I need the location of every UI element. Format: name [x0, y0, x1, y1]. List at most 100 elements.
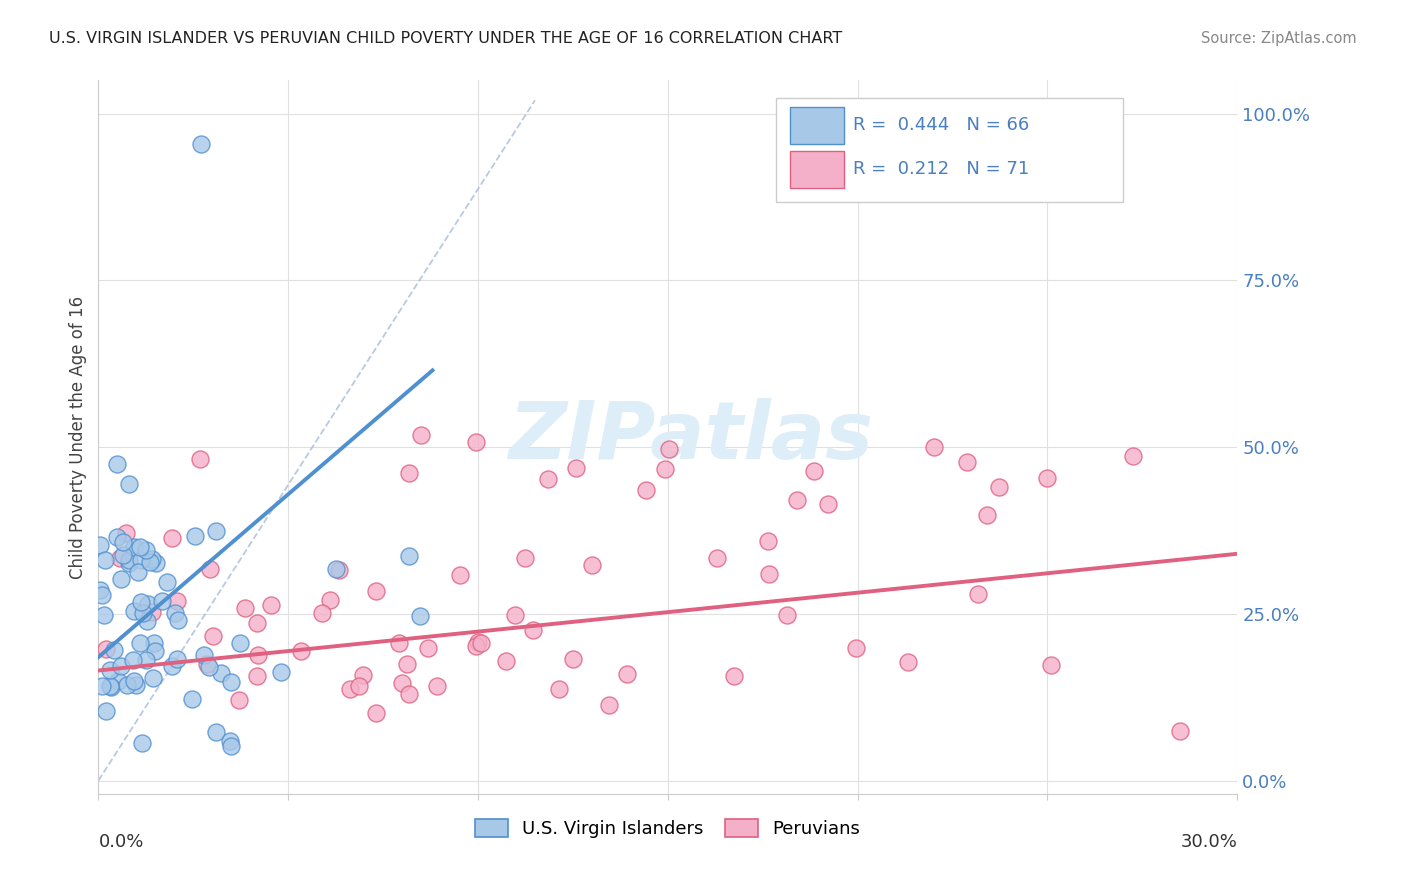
- Point: [139, 555, 162, 569]
- Point: [193, 648, 215, 662]
- Point: [114, 525, 136, 540]
- Point: [756, 533, 779, 548]
- Point: [503, 608, 526, 623]
- Point: [416, 641, 439, 656]
- Point: [311, 607, 333, 621]
- Point: [658, 442, 681, 456]
- Point: [654, 462, 676, 476]
- Point: [118, 556, 141, 570]
- Point: [616, 667, 638, 681]
- Point: [111, 548, 134, 562]
- Point: [408, 608, 430, 623]
- Point: [131, 736, 153, 750]
- Point: [209, 665, 232, 680]
- Point: [260, 598, 283, 612]
- Point: [141, 605, 163, 619]
- Point: [129, 552, 152, 566]
- Point: [547, 682, 569, 697]
- Point: [467, 635, 489, 649]
- Point: [537, 471, 560, 485]
- Point: [107, 457, 129, 471]
- Point: [228, 693, 250, 707]
- Point: [817, 497, 839, 511]
- Point: [135, 543, 157, 558]
- Point: [90, 679, 112, 693]
- FancyBboxPatch shape: [776, 98, 1123, 202]
- Point: [166, 652, 188, 666]
- Point: [366, 706, 388, 720]
- Y-axis label: Child Poverty Under the Age of 16: Child Poverty Under the Age of 16: [69, 295, 87, 579]
- Point: [188, 452, 211, 467]
- Point: [464, 435, 486, 450]
- Point: [143, 636, 166, 650]
- Point: [107, 673, 129, 688]
- Point: [184, 529, 207, 543]
- Point: [426, 680, 449, 694]
- Text: R =  0.212   N = 71: R = 0.212 N = 71: [853, 161, 1029, 178]
- Point: [398, 687, 420, 701]
- Point: [325, 561, 347, 575]
- Point: [205, 725, 228, 739]
- FancyBboxPatch shape: [790, 151, 845, 188]
- Point: [395, 657, 418, 671]
- Point: [495, 655, 517, 669]
- Point: [339, 681, 361, 696]
- Point: [391, 675, 413, 690]
- Point: [449, 568, 471, 582]
- Point: [319, 592, 342, 607]
- Point: [706, 550, 728, 565]
- Point: [165, 607, 187, 621]
- Point: [270, 665, 292, 680]
- Point: [125, 678, 148, 692]
- Point: [522, 623, 544, 637]
- Point: [129, 540, 152, 554]
- Point: [1036, 471, 1059, 485]
- Point: [118, 476, 141, 491]
- Point: [411, 428, 433, 442]
- Point: [246, 616, 269, 631]
- Legend: U.S. Virgin Islanders, Peruvians: U.S. Virgin Islanders, Peruvians: [468, 812, 868, 846]
- Text: 0.0%: 0.0%: [98, 833, 143, 851]
- Point: [198, 561, 221, 575]
- Point: [156, 574, 179, 589]
- Point: [135, 653, 157, 667]
- Point: [1170, 723, 1192, 738]
- Text: 30.0%: 30.0%: [1181, 833, 1237, 851]
- Point: [198, 659, 221, 673]
- Point: [229, 636, 252, 650]
- Point: [1122, 450, 1144, 464]
- Point: [803, 464, 825, 478]
- Text: ZIPatlas: ZIPatlas: [508, 398, 873, 476]
- Point: [128, 636, 150, 650]
- Point: [1039, 658, 1062, 673]
- Point: [922, 440, 945, 454]
- Point: [141, 552, 163, 566]
- Point: [162, 659, 184, 673]
- Point: [897, 655, 920, 669]
- Point: [94, 552, 117, 566]
- Point: [219, 674, 242, 689]
- Point: [98, 679, 121, 693]
- Point: [246, 648, 269, 662]
- Point: [94, 704, 117, 718]
- Point: [136, 597, 159, 611]
- Point: [145, 556, 167, 570]
- Point: [398, 549, 420, 564]
- Point: [111, 534, 134, 549]
- Point: [118, 552, 141, 566]
- Point: [143, 644, 166, 658]
- Point: [108, 550, 131, 565]
- Point: [162, 532, 184, 546]
- Point: [598, 698, 620, 712]
- Point: [110, 572, 132, 586]
- Point: [976, 508, 998, 522]
- Point: [776, 608, 799, 623]
- Text: U.S. VIRGIN ISLANDER VS PERUVIAN CHILD POVERTY UNDER THE AGE OF 16 CORRELATION C: U.S. VIRGIN ISLANDER VS PERUVIAN CHILD P…: [49, 31, 842, 46]
- Point: [221, 739, 243, 753]
- Point: [136, 614, 159, 628]
- Point: [967, 587, 990, 601]
- Point: [328, 563, 350, 577]
- Point: [398, 466, 420, 480]
- Point: [89, 582, 111, 597]
- Point: [634, 483, 657, 497]
